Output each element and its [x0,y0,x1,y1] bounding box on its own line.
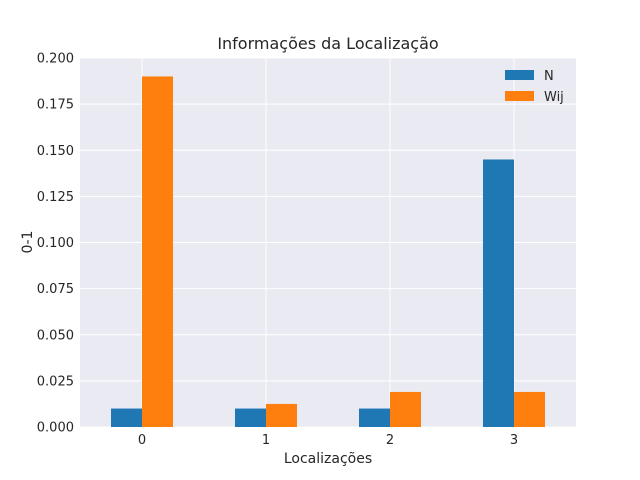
y-axis-ticks: 0.000 0.025 0.050 0.075 0.100 0.125 0.150 0.175… [37,52,74,436]
bar-n-0 [111,408,142,427]
legend-swatch-wij [505,91,534,101]
x-axis-ticks: 0 1 2 3 [138,433,518,448]
bars [111,76,545,427]
y-tick-label: 0.025 [37,374,74,389]
y-tick-label: 0.100 [37,236,74,251]
x-tick-label: 0 [138,433,146,448]
x-tick-label: 1 [262,433,270,448]
bar-wij-2 [390,391,421,427]
legend-label: Wij [544,90,564,105]
x-axis-label: Localizações [284,451,372,467]
legend: N Wij [505,69,564,105]
y-tick-label: 0.175 [37,98,74,113]
bar-n-2 [359,408,390,427]
x-tick-label: 3 [510,433,518,448]
y-axis-label: 0-1 [20,231,36,254]
x-tick-label: 2 [386,433,394,448]
bar-wij-0 [142,76,173,427]
bar-n-3 [483,159,514,427]
legend-label: N [544,69,554,84]
bar-wij-1 [266,403,297,427]
chart-title: Informações da Localização [217,34,438,53]
y-tick-label: 0.000 [37,421,74,436]
y-tick-label: 0.075 [37,282,74,297]
legend-swatch-n [505,70,534,80]
y-tick-label: 0.200 [37,52,74,67]
y-tick-label: 0.050 [37,328,74,343]
y-tick-label: 0.125 [37,190,74,205]
bar-n-1 [235,408,266,427]
bar-wij-3 [514,391,545,427]
y-tick-label: 0.150 [37,144,74,159]
